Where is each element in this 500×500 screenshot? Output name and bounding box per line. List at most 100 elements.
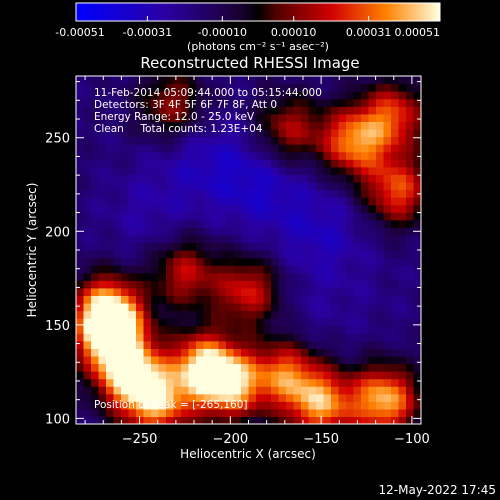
heatmap-cell — [106, 416, 115, 424]
heatmap-cell — [413, 144, 421, 153]
heatmap-cell — [248, 91, 257, 100]
heatmap-cell — [406, 378, 415, 387]
heatmap-cell — [376, 401, 385, 410]
heatmap-cell — [308, 280, 317, 289]
heatmap-cell — [203, 378, 212, 387]
heatmap-cell — [76, 325, 85, 334]
heatmap-cell — [331, 340, 340, 349]
heatmap-cell — [98, 355, 107, 365]
heatmap-cell — [113, 348, 122, 357]
heatmap-cell — [301, 250, 310, 259]
heatmap-cell — [106, 98, 115, 107]
heatmap-cell — [301, 401, 310, 410]
heatmap-cell — [76, 128, 85, 138]
heatmap-cell — [368, 340, 377, 349]
heatmap-cell — [391, 128, 400, 138]
heatmap-cell — [188, 250, 197, 259]
heatmap-cell — [83, 340, 92, 349]
heatmap-cell — [256, 355, 265, 365]
heatmap-cell — [83, 295, 92, 304]
heatmap-cell — [398, 265, 407, 274]
heatmap-cell — [113, 128, 122, 138]
colorbar-tick-label: -0.00010 — [198, 26, 247, 39]
heatmap-cell — [166, 325, 175, 334]
heatmap-cell — [196, 310, 205, 319]
heatmap-cell — [106, 287, 115, 296]
heatmap-cell — [203, 295, 212, 304]
heatmap-cell — [241, 280, 250, 289]
heatmap-cell — [226, 393, 235, 402]
heatmap-cell — [293, 250, 302, 259]
heatmap-cell — [361, 355, 370, 365]
heatmap-cell — [218, 174, 227, 183]
heatmap-cell — [151, 197, 160, 206]
heatmap-cell — [173, 159, 182, 168]
heatmap-cell — [233, 136, 242, 145]
heatmap-cell — [323, 416, 332, 424]
heatmap-cell — [106, 265, 115, 274]
heatmap-cell — [263, 355, 272, 365]
heatmap-cell — [353, 151, 362, 160]
heatmap-cell — [376, 174, 385, 183]
heatmap-cell — [76, 416, 85, 424]
heatmap-cell — [166, 83, 175, 92]
heatmap-cell — [173, 302, 182, 312]
heatmap-cell — [368, 401, 377, 410]
heatmap-cell — [271, 363, 280, 372]
heatmap-cell — [301, 393, 310, 402]
heatmap-cell — [368, 250, 377, 259]
heatmap-cell — [136, 371, 145, 380]
heatmap-cell — [218, 340, 227, 349]
heatmap-cell — [323, 83, 332, 92]
heatmap-cell — [391, 76, 400, 85]
heatmap-cell — [331, 242, 340, 251]
heatmap-cell — [181, 174, 190, 183]
heatmap-cell — [143, 318, 152, 327]
heatmap-cell — [203, 113, 212, 122]
heatmap-cell — [158, 408, 167, 418]
heatmap-cell — [361, 204, 370, 213]
heatmap-cell — [211, 166, 220, 175]
heatmap-cell — [353, 106, 362, 115]
heatmap-cell — [196, 181, 205, 191]
heatmap-cell — [166, 144, 175, 153]
heatmap-cell — [376, 393, 385, 402]
heatmap-cell — [83, 136, 92, 145]
heatmap-cell — [346, 83, 355, 92]
heatmap-cell — [278, 348, 287, 357]
heatmap-cell — [271, 287, 280, 296]
heatmap-cell — [226, 227, 235, 236]
heatmap-cell — [196, 265, 205, 274]
heatmap-cell — [83, 121, 92, 130]
heatmap-cell — [353, 189, 362, 198]
heatmap-cell — [188, 280, 197, 289]
heatmap-cell — [98, 83, 107, 92]
heatmap-cell — [121, 393, 130, 402]
heatmap-cell — [383, 416, 392, 424]
heatmap-cell — [128, 378, 137, 387]
heatmap-cell — [308, 265, 317, 274]
heatmap-cell — [196, 212, 205, 221]
heatmap-cell — [226, 159, 235, 168]
heatmap-cell — [331, 393, 340, 402]
heatmap-cell — [301, 227, 310, 236]
heatmap-cell — [278, 113, 287, 122]
heatmap-cell — [368, 325, 377, 334]
colorbar — [75, 2, 441, 22]
heatmap-cell — [196, 280, 205, 289]
heatmap-cell — [106, 174, 115, 183]
heatmap-cell — [151, 219, 160, 228]
heatmap-cell — [91, 371, 100, 380]
heatmap-cell — [113, 416, 122, 424]
heatmap-cell — [83, 302, 92, 312]
heatmap-cell — [158, 98, 167, 107]
heatmap-cell — [106, 355, 115, 365]
heatmap-cell — [406, 91, 415, 100]
heatmap-cell — [308, 333, 317, 342]
heatmap-cell — [196, 76, 205, 85]
heatmap-cell — [308, 136, 317, 145]
y-tick-label: 150 — [45, 319, 70, 334]
timestamp: 12-May-2022 17:45 — [379, 483, 496, 497]
heatmap-cell — [181, 265, 190, 274]
heatmap-cell — [256, 76, 265, 85]
